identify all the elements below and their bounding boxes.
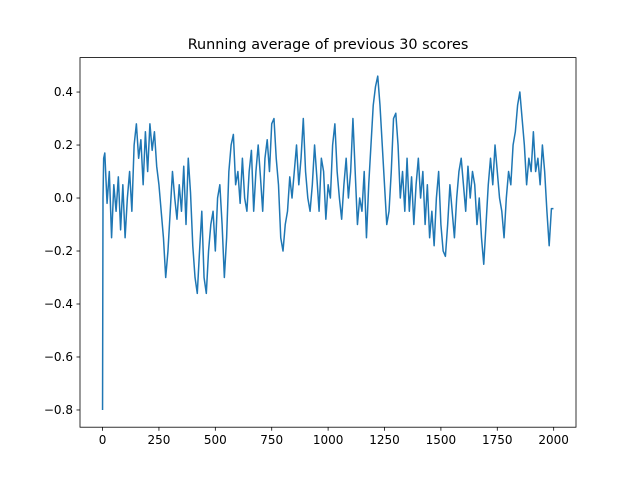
chart-title: Running average of previous 30 scores xyxy=(188,37,469,53)
y-tick-label: 0.4 xyxy=(54,85,73,99)
y-tick-label: 0.0 xyxy=(54,191,73,205)
y-tick-label: −0.4 xyxy=(44,297,73,311)
x-tick-label: 1000 xyxy=(313,433,344,447)
x-tick-label: 1750 xyxy=(482,433,513,447)
y-tick-label: −0.6 xyxy=(44,350,73,364)
y-tick-label: −0.2 xyxy=(44,244,73,258)
series-line xyxy=(101,75,554,410)
y-tick-label: 0.2 xyxy=(54,138,73,152)
x-tick-label: 2000 xyxy=(538,433,569,447)
x-tick-label: 0 xyxy=(99,433,107,447)
y-tick-label: −0.8 xyxy=(44,403,73,417)
x-tick-label: 1500 xyxy=(426,433,457,447)
x-tick-label: 250 xyxy=(147,433,170,447)
x-tick-label: 500 xyxy=(204,433,227,447)
axes-frame xyxy=(79,57,577,428)
x-tick-label: 750 xyxy=(260,433,283,447)
x-tick-label: 1250 xyxy=(369,433,400,447)
